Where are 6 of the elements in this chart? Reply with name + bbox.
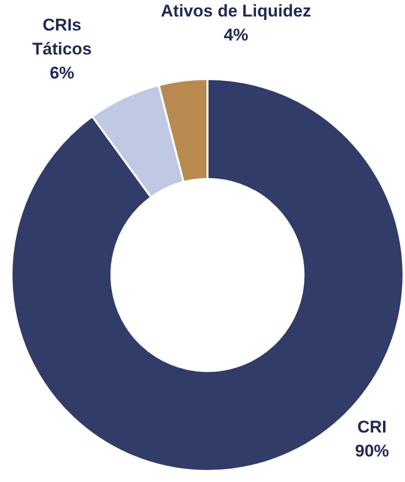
- data-label: 90%: [354, 442, 390, 461]
- data-label: 4%: [224, 26, 248, 45]
- slice-label: Ativos de Liquidez: [160, 2, 312, 21]
- slice-label: CRIs Táticos: [32, 16, 92, 59]
- slice-label: CRI: [357, 418, 387, 437]
- data-label: 6%: [50, 64, 74, 83]
